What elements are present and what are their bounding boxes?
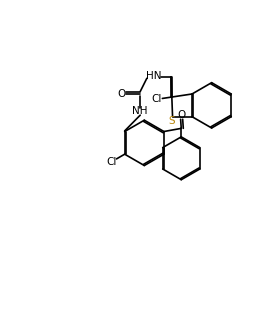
Text: HN: HN — [146, 71, 161, 81]
Text: NH: NH — [132, 106, 147, 116]
Text: O: O — [117, 89, 125, 99]
Text: S: S — [169, 116, 175, 126]
Text: Cl: Cl — [151, 94, 162, 104]
Text: O: O — [177, 110, 185, 120]
Text: Cl: Cl — [107, 157, 117, 167]
